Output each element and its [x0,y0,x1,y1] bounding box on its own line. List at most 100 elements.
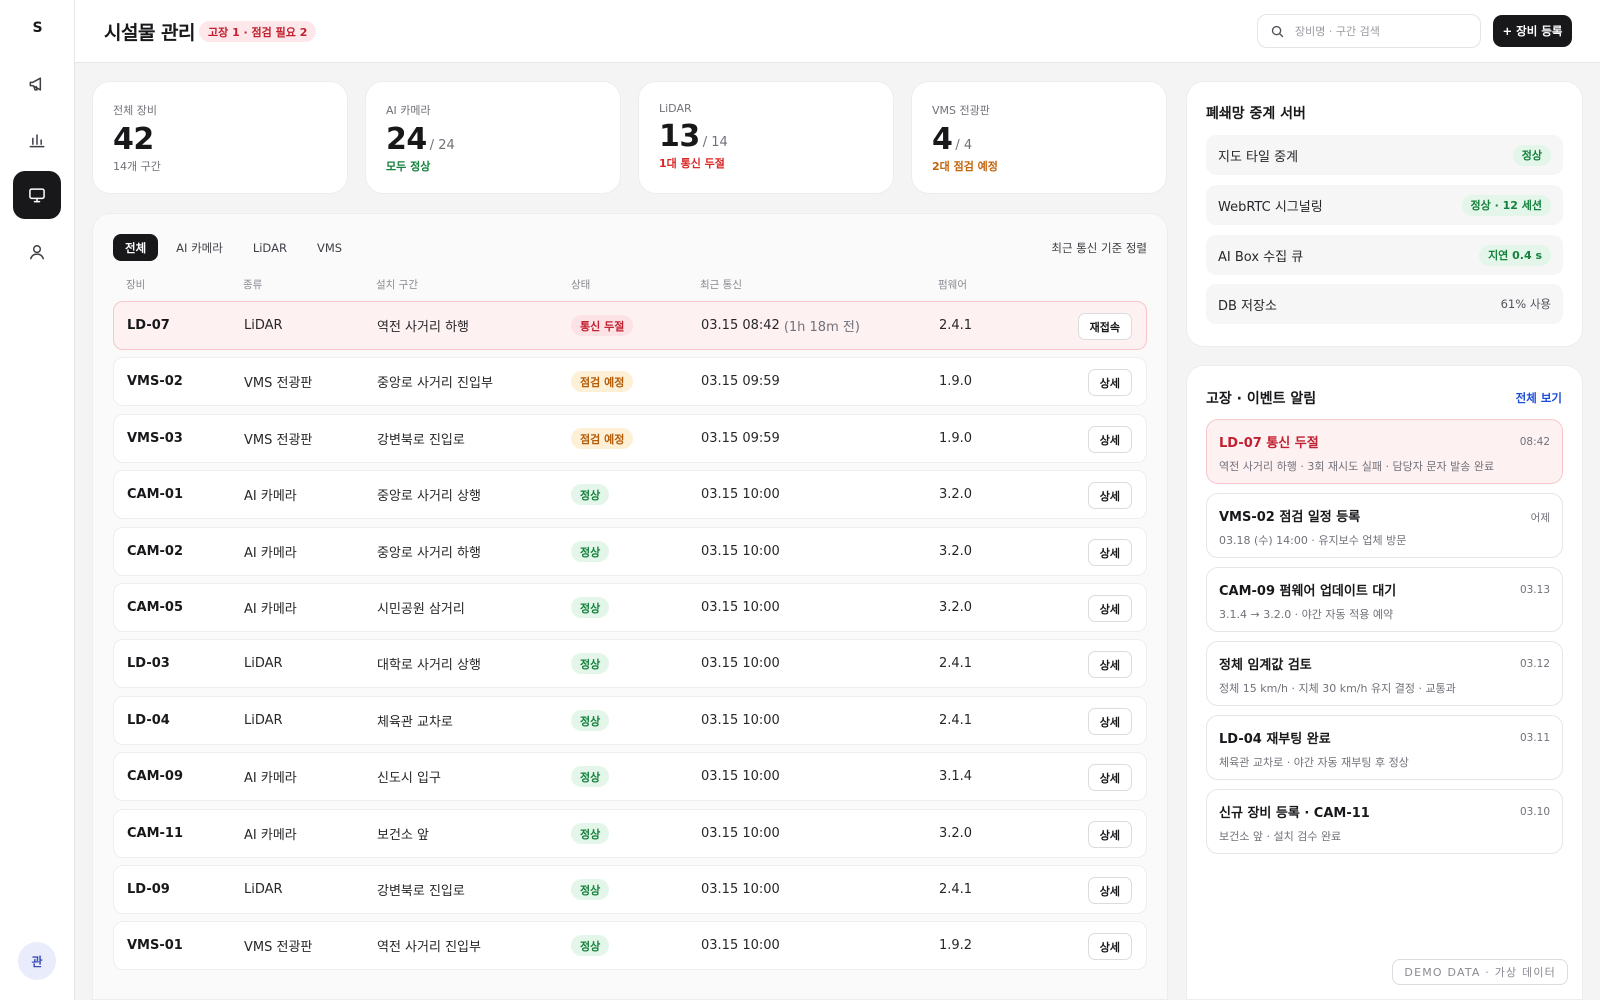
add-device-button[interactable]: + 장비 등록 [1493,15,1572,47]
event-card[interactable]: 신규 장비 등록 · CAM-11 03.10 보건소 앞 · 설치 검수 완료 [1206,789,1563,854]
firmware-version: 3.2.0 [939,600,973,615]
event-card[interactable]: LD-07 통신 두절 08:42 역전 사거리 하행 · 3회 재시도 실패 · … [1206,419,1563,484]
table-row[interactable]: VMS-03 VMS 전광판 강변북로 진입로 점검 예정 03.15 09:59 1.9… [113,414,1147,463]
status-badge: 정상 [571,541,610,562]
firmware-version: 3.1.4 [939,769,973,784]
detail-button[interactable]: 상세 [1087,708,1132,735]
table-row[interactable]: LD-09 LiDAR 강변북로 진입로 정상 03.15 10:00 2.4.1 상세 [113,865,1147,914]
device-type: VMS 전광판 [244,940,313,955]
event-card[interactable]: CAM-09 펌웨어 업데이트 대기 03.13 3.1.4 → 3.2.0 · 야… [1206,567,1563,632]
tab-vms[interactable]: VMS [316,240,343,255]
device-id: CAM-09 [127,769,184,784]
event-description: 역전 사거리 하행 · 3회 재시도 실패 · 담당자 문자 발송 완료 [1219,460,1495,473]
detail-button[interactable]: 상세 [1087,651,1132,678]
last-comm-time: 03.15 09:59 [701,431,780,446]
firmware-version: 3.2.0 [939,826,973,841]
detail-button[interactable]: 상세 [1087,877,1132,904]
tab-lidar[interactable]: LiDAR [252,240,287,255]
event-time: 08:42 [1519,436,1550,448]
device-location: 중앙로 사거리 진입부 [377,376,493,391]
event-title: CAM-09 펌웨어 업데이트 대기 [1219,584,1397,599]
detail-button[interactable]: 상세 [1087,933,1132,960]
column-header-location: 설치 구간 [376,279,418,291]
detail-button[interactable]: 상세 [1087,595,1132,622]
status-badge: 정상 [571,597,610,618]
bar-chart-icon [29,134,45,148]
event-description: 3.1.4 → 3.2.0 · 야간 자동 적용 예약 [1219,608,1394,621]
see-all-link[interactable]: 전체 보기 [1515,391,1562,405]
app-logo[interactable]: S [32,20,43,36]
device-type: VMS 전광판 [244,376,313,391]
table-row[interactable]: VMS-01 VMS 전광판 역전 사거리 진입부 정상 03.15 10:00 1.9.… [113,921,1147,970]
kpi-value: 4 [932,122,953,157]
table-row[interactable]: LD-07 LiDAR 역전 사거리 하행 통신 두절 03.15 08:42 (1h 1… [113,301,1147,350]
table-row[interactable]: CAM-11 AI 카메라 보건소 앞 정상 03.15 10:00 3.2.0 상세 [113,809,1147,858]
detail-button[interactable]: 상세 [1087,821,1132,848]
kpi-total: / 4 [955,138,973,153]
column-header-type: 종류 [243,279,263,291]
status-badge: 점검 예정 [571,371,634,392]
device-table-panel: 전체 AI 카메라 LiDAR VMS 최근 통신 기준 정렬 장비 종류 설치… [92,213,1168,1000]
device-location: 강변북로 진입로 [377,433,465,448]
kpi-sub: 2대 점검 예정 [932,160,998,173]
column-header-device: 장비 [126,279,146,291]
kpi-sub: 14개 구간 [113,160,161,173]
device-location: 중앙로 사거리 상행 [377,489,481,504]
reconnect-button[interactable]: 재접속 [1077,313,1132,340]
tab-ai-camera[interactable]: AI 카메라 [176,240,223,255]
status-badge: 정상 [571,484,610,505]
detail-button[interactable]: 상세 [1087,426,1132,453]
table-row[interactable]: CAM-02 AI 카메라 중앙로 사거리 하행 정상 03.15 10:00 3.2.0… [113,527,1147,576]
event-description: 정체 15 km/h · 지체 30 km/h 유지 결정 · 교통과 [1219,682,1456,695]
tab-all[interactable]: 전체 [113,234,159,261]
sidebar-item-users[interactable] [13,228,61,276]
avatar[interactable]: 관 [18,942,56,980]
device-location: 중앙로 사거리 하행 [377,546,481,561]
column-header-last-comm: 최근 통신 [700,279,742,291]
device-location: 역전 사거리 하행 [377,320,469,335]
sort-dropdown[interactable]: 최근 통신 기준 정렬 [1051,241,1147,255]
event-card[interactable]: LD-04 재부팅 완료 03.11 체육관 교차로 · 야간 자동 재부팅 후 정… [1206,715,1563,780]
event-card[interactable]: VMS-02 점검 일정 등록 어제 03.18 (수) 14:00 · 유지보수 … [1206,493,1563,558]
table-row[interactable]: VMS-02 VMS 전광판 중앙로 사거리 진입부 점검 예정 03.15 09:59… [113,357,1147,406]
last-comm-time: 03.15 10:00 [701,769,780,784]
firmware-version: 3.2.0 [939,487,973,502]
relay-item-name: WebRTC 시그널링 [1218,199,1323,215]
table-row[interactable]: LD-04 LiDAR 체육관 교차로 정상 03.15 10:00 2.4.1 상세 [113,696,1147,745]
firmware-version: 2.4.1 [939,656,973,671]
device-type: VMS 전광판 [244,433,313,448]
relay-item-name: DB 저장소 [1218,298,1277,314]
firmware-version: 1.9.0 [939,431,973,446]
search-input[interactable] [1295,24,1465,38]
event-description: 03.18 (수) 14:00 · 유지보수 업체 방문 [1219,534,1407,547]
detail-button[interactable]: 상세 [1087,539,1132,566]
column-header-firmware: 펌웨어 [938,279,967,291]
status-badge: 통신 두절 [571,315,634,336]
table-row[interactable]: CAM-05 AI 카메라 시민공원 삼거리 정상 03.15 10:00 3.2.0 상세 [113,583,1147,632]
device-type: AI 카메라 [244,771,297,786]
event-title: 정체 임계값 검토 [1219,658,1312,673]
event-time: 03.12 [1519,658,1550,670]
kpi-value: 42 [113,122,154,157]
page-title: 시설물 관리 [104,22,196,44]
detail-button[interactable]: 상세 [1087,369,1132,396]
kpi-total: / 14 [702,135,728,150]
last-comm-relative: (1h 18m 전) [783,320,860,335]
sidebar-item-facilities[interactable] [13,171,61,219]
last-comm-time: 03.15 10:00 [701,487,780,502]
detail-button[interactable]: 상세 [1087,482,1132,509]
sidebar-item-announcements[interactable] [13,60,61,108]
event-card[interactable]: 정체 임계값 검토 03.12 정체 15 km/h · 지체 30 km/h 유지… [1206,641,1563,706]
detail-button[interactable]: 상세 [1087,764,1132,791]
sidebar-item-analytics[interactable] [13,116,61,164]
firmware-version: 3.2.0 [939,544,973,559]
search-box[interactable] [1257,14,1481,48]
table-row[interactable]: LD-03 LiDAR 대학로 사거리 상행 정상 03.15 10:00 2.4.1 상세 [113,639,1147,688]
table-row[interactable]: CAM-01 AI 카메라 중앙로 사거리 상행 정상 03.15 10:00 3.2.0… [113,470,1147,519]
device-id: VMS-02 [127,374,183,389]
event-time: 03.11 [1519,732,1550,744]
table-row[interactable]: CAM-09 AI 카메라 신도시 입구 정상 03.15 10:00 3.1.4 상세 [113,752,1147,801]
kpi-value: 13 [659,119,700,154]
device-id: LD-04 [127,713,170,728]
kpi-card-vms: VMS 전광판 4/ 4 2대 점검 예정 [911,81,1167,194]
